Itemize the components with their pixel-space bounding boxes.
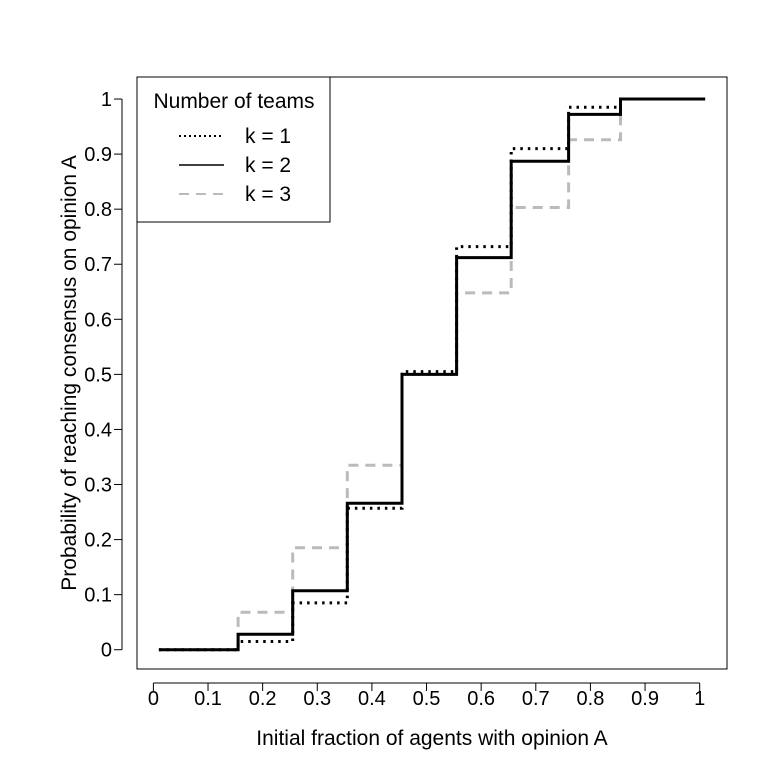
plot-frame [136, 76, 728, 670]
series-line-k1 [158, 97, 706, 652]
y-tick-label: 0 [101, 640, 112, 662]
x-tick-label: 0.4 [358, 688, 386, 710]
y-tick-label: 0.3 [84, 475, 112, 497]
legend-items: k = 1 k = 2 k = 3 [179, 125, 291, 206]
y-tick-label: 0.8 [84, 199, 112, 221]
y-axis-title: Probability of reaching consensus on opi… [58, 155, 81, 590]
y-tick-label: 0.6 [84, 309, 112, 331]
x-tick-label: 0 [148, 688, 159, 710]
y-tick-label: 0.1 [84, 585, 112, 607]
x-tick-label: 0.2 [249, 688, 277, 710]
legend-label-k3: k = 3 [245, 183, 291, 206]
legend-label-k1: k = 1 [245, 125, 291, 148]
x-axis-title: Initial fraction of agents with opinion … [256, 727, 607, 750]
x-tick-label: 0.1 [194, 688, 222, 710]
legend-title: Number of teams [153, 90, 314, 113]
x-tick-label: 1 [694, 688, 705, 710]
x-axis: 0 0.1 0.2 0.3 0.4 0.5 0.6 0.7 0.8 0.9 1 [148, 682, 705, 710]
legend-label-k2: k = 2 [245, 154, 291, 177]
legend-box [136, 76, 331, 223]
y-tick-label: 1 [101, 89, 112, 111]
series-layer [158, 97, 706, 652]
x-tick-label: 0.7 [522, 688, 550, 710]
y-tick-label: 0.5 [84, 364, 112, 386]
x-tick-label: 0.9 [631, 688, 659, 710]
y-tick-label: 0.2 [84, 530, 112, 552]
x-tick-label: 0.5 [413, 688, 441, 710]
legend: Number of teams k = 1 k = 2 k = 3 [136, 76, 331, 223]
y-tick-label: 0.7 [84, 254, 112, 276]
x-tick-label: 0.3 [303, 688, 331, 710]
y-axis: 0 0.1 0.2 0.3 0.4 0.5 0.6 0.7 0.8 0.9 1 [84, 89, 123, 662]
x-tick-label: 0.8 [577, 688, 605, 710]
y-tick-label: 0.9 [84, 144, 112, 166]
x-tick-label: 0.6 [467, 688, 495, 710]
series-line-k2 [158, 97, 706, 652]
y-tick-label: 0.4 [84, 419, 112, 441]
